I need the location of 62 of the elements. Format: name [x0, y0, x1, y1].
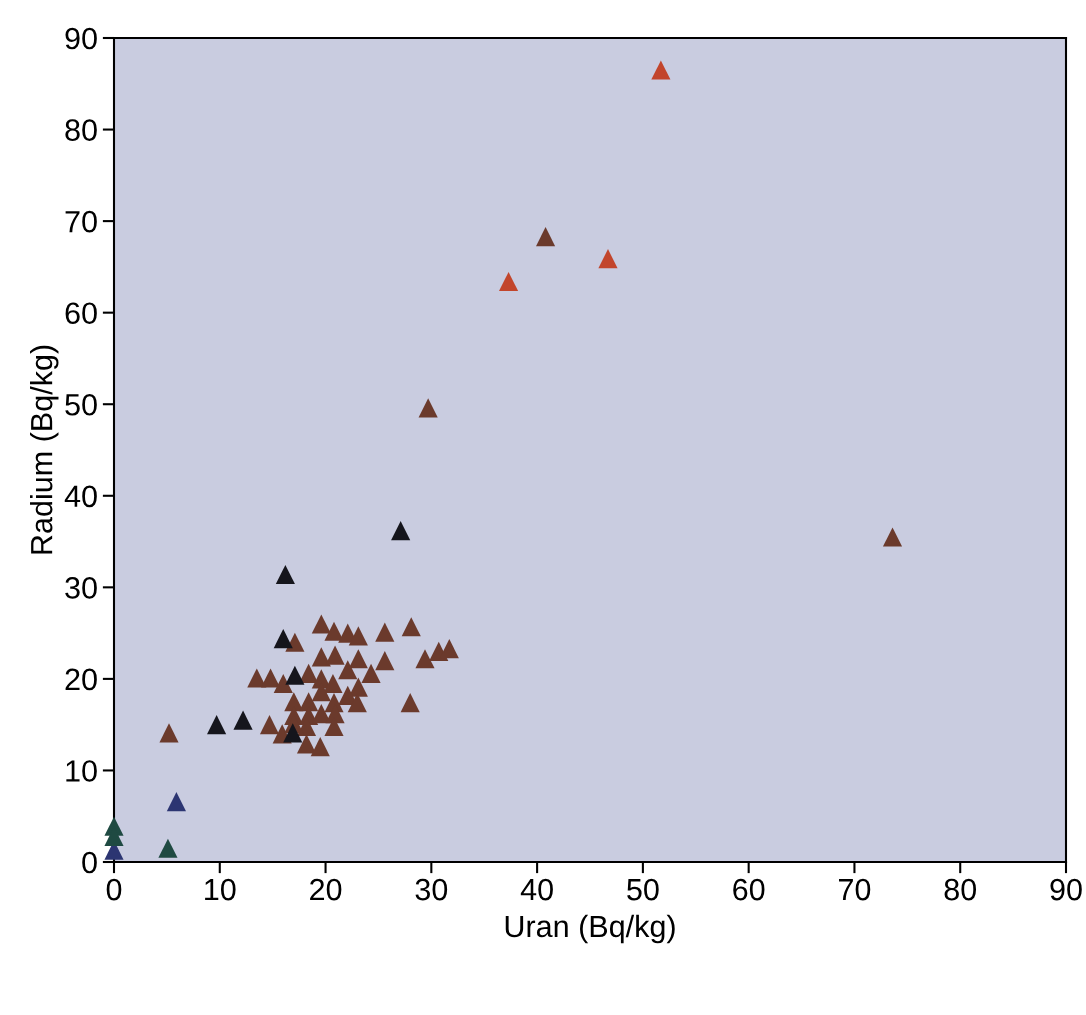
- x-tick-label: 70: [839, 878, 871, 901]
- point: [259, 715, 280, 735]
- y-tick-label: 40: [64, 485, 97, 508]
- y-tick-label: 30: [65, 577, 97, 599]
- point: [882, 527, 903, 547]
- y-axis-title: Radium (Bq/kg): [30, 345, 59, 554]
- point: [375, 651, 395, 671]
- point: [415, 649, 435, 669]
- point: [401, 617, 421, 637]
- point: [207, 715, 227, 735]
- y-tick-label: 60: [65, 302, 97, 325]
- x-tick-label: 30: [415, 878, 448, 901]
- y-tick-label: 50: [65, 393, 97, 416]
- x-tick-label: 10: [205, 878, 236, 901]
- point: [323, 673, 343, 694]
- point: [418, 398, 438, 418]
- x-tick-label: 80: [944, 878, 977, 901]
- point: [498, 271, 519, 292]
- x-tick-label: 90: [1050, 878, 1082, 901]
- x-tick-label: 0: [106, 878, 122, 901]
- point: [375, 622, 395, 642]
- point: [285, 632, 305, 652]
- point: [348, 626, 368, 646]
- point: [347, 693, 367, 713]
- point: [324, 621, 344, 641]
- point: [159, 723, 179, 743]
- point: [598, 249, 618, 269]
- point: [325, 645, 345, 665]
- x-tick-label: 50: [627, 878, 659, 901]
- point: [361, 663, 381, 683]
- y-tick-label: 70: [65, 210, 97, 233]
- point: [348, 649, 368, 669]
- point: [166, 792, 186, 812]
- x-tick-label: 40: [520, 878, 553, 901]
- point: [400, 693, 420, 713]
- point: [299, 692, 319, 712]
- point: [273, 629, 293, 649]
- point: [299, 663, 319, 683]
- point: [311, 614, 331, 634]
- point: [536, 227, 556, 247]
- point: [348, 677, 368, 697]
- point: [275, 564, 295, 585]
- point: [158, 838, 178, 858]
- point: [338, 660, 358, 680]
- point: [233, 710, 253, 730]
- point: [296, 734, 317, 754]
- y-tick-label: 90: [65, 27, 97, 50]
- point: [283, 723, 303, 743]
- y-tick-label: 0: [82, 851, 97, 874]
- point: [310, 737, 330, 757]
- point: [273, 673, 293, 694]
- y-tick-label: 80: [65, 119, 97, 141]
- point: [651, 60, 671, 80]
- point: [311, 704, 331, 724]
- x-tick-label: 60: [733, 878, 765, 901]
- x-tick-label: 20: [310, 878, 342, 901]
- y-tick-label: 10: [66, 760, 97, 782]
- point: [391, 521, 411, 541]
- x-axis-title: Uran (Bq/kg): [505, 914, 675, 944]
- y-tick-label: 20: [65, 668, 97, 691]
- point: [260, 668, 281, 688]
- point: [285, 665, 305, 685]
